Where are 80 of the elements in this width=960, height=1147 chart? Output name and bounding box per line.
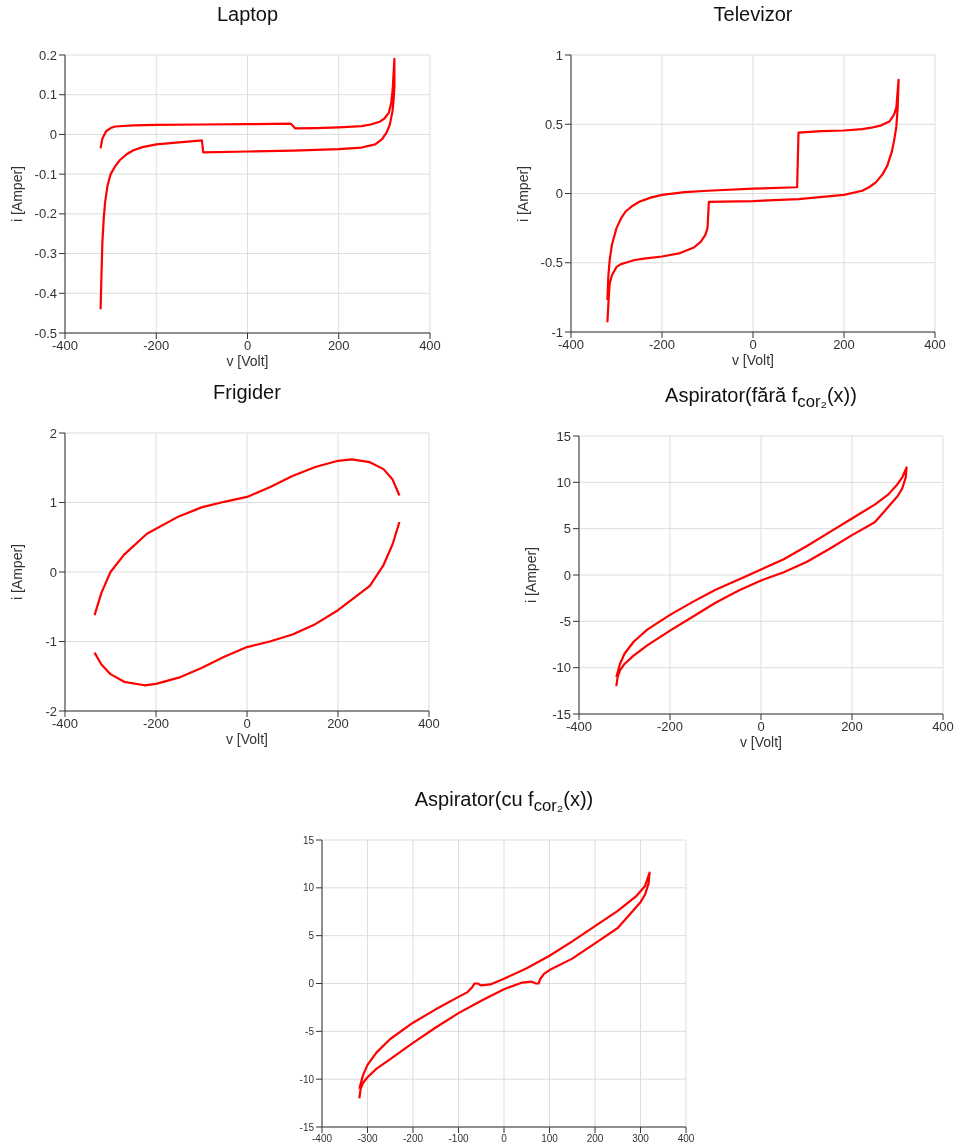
y-tick-label: -1 <box>45 634 57 650</box>
x-tick-label: 200 <box>327 338 350 354</box>
chart-title: Aspirator(fără f$_{cor₂}$(x)) <box>664 384 858 412</box>
x-tick-label: -400 <box>557 337 585 353</box>
y-axis-title: i [Amper] <box>8 543 26 602</box>
y-tick-label: 0.2 <box>38 47 57 63</box>
chart-title: Televizor <box>712 3 794 26</box>
x-tick-label: -200 <box>142 716 170 732</box>
y-tick-label: -10 <box>552 660 571 676</box>
x-tick-label: -200 <box>648 337 676 353</box>
x-tick-label: 0 <box>749 337 757 353</box>
x-tick-label: 0 <box>501 1133 508 1145</box>
x-tick-label: -100 <box>448 1133 469 1145</box>
x-tick-label: 400 <box>419 338 441 354</box>
y-tick-label: 5 <box>563 521 571 537</box>
y-tick-label: -0.1 <box>34 166 57 182</box>
y-tick-label: 0 <box>49 127 57 143</box>
y-tick-label: 0 <box>563 567 571 583</box>
y-tick-label: 0.1 <box>38 87 57 103</box>
y-tick-label: -1 <box>551 324 563 340</box>
x-tick-label: -400 <box>51 338 79 354</box>
line-series <box>615 466 908 688</box>
line-series <box>358 871 651 1100</box>
y-tick-label: 1 <box>555 47 563 63</box>
x-tick-label: -400 <box>311 1133 333 1145</box>
y-tick-label: 0.5 <box>544 116 563 132</box>
x-tick-label: 200 <box>586 1133 604 1145</box>
x-tick-label: 400 <box>924 337 946 353</box>
x-tick-label: 100 <box>541 1133 559 1145</box>
line-series <box>93 458 401 617</box>
y-tick-label: -15 <box>299 1121 315 1133</box>
y-tick-label: 0 <box>49 564 57 580</box>
y-tick-label: -0.5 <box>540 255 563 271</box>
y-tick-label: -0.2 <box>34 206 57 222</box>
y-tick-label: 15 <box>556 428 571 444</box>
x-axis-title: v [Volt] <box>225 353 270 369</box>
line-series <box>93 520 401 687</box>
x-tick-label: 300 <box>632 1133 650 1145</box>
y-tick-label: 2 <box>49 425 57 441</box>
x-tick-label: 0 <box>243 716 251 732</box>
x-tick-label: 200 <box>841 719 863 735</box>
chart-title: Frigider <box>212 381 282 404</box>
line-series <box>606 78 900 324</box>
y-tick-label: 0 <box>555 186 563 202</box>
x-tick-label: -200 <box>402 1133 424 1145</box>
x-tick-label: -300 <box>357 1133 378 1145</box>
y-tick-label: -0.5 <box>34 325 57 341</box>
y-tick-label: 0 <box>308 978 315 990</box>
x-tick-label: 200 <box>833 337 855 353</box>
y-tick-label: -0.3 <box>34 246 57 262</box>
y-tick-label: -15 <box>552 706 571 722</box>
x-tick-label: 200 <box>327 716 349 732</box>
line-series <box>99 57 396 311</box>
y-tick-label: 10 <box>302 882 315 894</box>
y-axis-title: i [Amper] <box>522 546 540 605</box>
x-tick-label: -400 <box>565 719 593 735</box>
x-tick-label: -200 <box>656 719 684 735</box>
x-tick-label: 400 <box>932 719 954 735</box>
chart-title: Laptop <box>215 3 280 26</box>
x-tick-label: 400 <box>418 716 440 732</box>
x-tick-label: 0 <box>243 338 252 354</box>
y-tick-label: 5 <box>308 930 315 942</box>
x-tick-label: -400 <box>51 716 79 732</box>
x-axis-title: v [Volt] <box>731 352 775 368</box>
y-tick-label: 10 <box>556 474 571 490</box>
y-tick-label: -2 <box>45 703 57 719</box>
x-tick-label: -200 <box>143 338 170 354</box>
y-tick-label: -0.4 <box>34 285 57 301</box>
y-axis-title: i [Amper] <box>8 165 26 224</box>
chart-title: Aspirator(cu f$_{cor₂}$(x)) <box>413 788 595 816</box>
x-axis-title: v [Volt] <box>739 734 783 750</box>
y-tick-label: -5 <box>559 613 571 629</box>
x-tick-label: 0 <box>757 719 765 735</box>
x-axis-title: v [Volt] <box>225 731 269 747</box>
y-axis-title: i [Amper] <box>514 164 532 224</box>
y-tick-label: 15 <box>302 834 315 846</box>
x-tick-label: 400 <box>677 1133 695 1145</box>
y-tick-label: -10 <box>299 1073 315 1085</box>
y-tick-label: 1 <box>49 495 57 511</box>
y-tick-label: -5 <box>305 1025 315 1037</box>
